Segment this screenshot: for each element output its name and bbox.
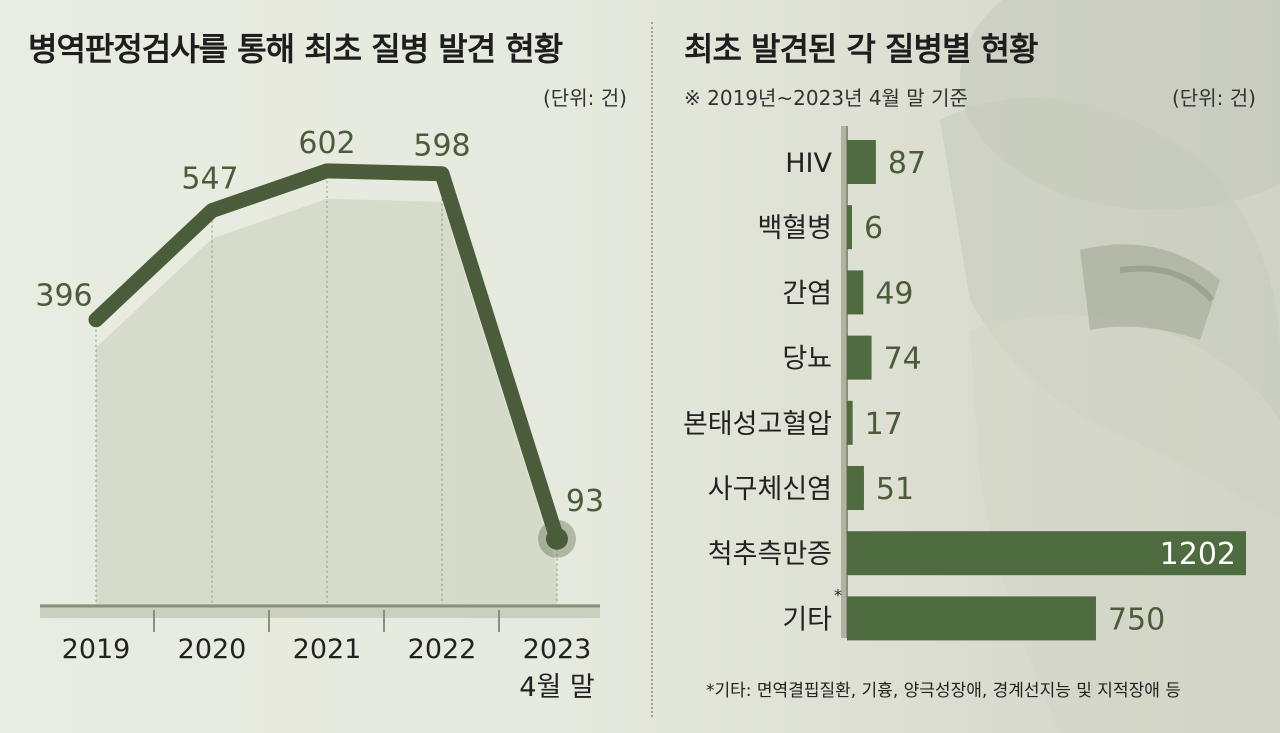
left-panel: 병역판정검사를 통해 최초 질병 발견 현황 (단위: 건) 396 547 602… — [28, 30, 627, 703]
data-label-2022: 598 — [413, 129, 470, 164]
series-line — [88, 163, 565, 547]
bar-chart-note: ※ 2019년~2023년 4월 말 기준 — [684, 86, 968, 110]
bar-chart-title: 최초 발견된 각 질병별 현황 — [684, 30, 1038, 68]
x-label-2022: 2022 — [408, 634, 477, 665]
x-label-2020: 2020 — [178, 634, 247, 665]
right-panel: 최초 발견된 각 질병별 현황 ※ 2019년~2023년 4월 말 기준 (단… — [660, 0, 1280, 733]
bar-chart-footnote: *기타: 면역결핍질환, 기흉, 양극성장애, 경계선지능 및 지적장애 등 — [706, 681, 1181, 701]
x-label-2023: 2023 — [523, 634, 592, 665]
data-label-2023: 93 — [566, 484, 604, 519]
bar-chart-unit: (단위: 건) — [1172, 86, 1256, 110]
x-label-2019: 2019 — [62, 634, 131, 665]
data-label-2019: 396 — [35, 279, 92, 314]
line-chart: 396 547 602 598 93 2019 2020 2021 2022 2023 4월 말 — [35, 126, 604, 703]
data-label-2020: 547 — [181, 162, 238, 197]
line-chart-title: 병역판정검사를 통해 최초 질병 발견 현황 — [28, 30, 563, 68]
panel-divider — [651, 22, 653, 717]
data-label-2021: 602 — [298, 126, 355, 161]
point-marker-2023 — [546, 527, 568, 550]
line-chart-unit: (단위: 건) — [543, 86, 627, 110]
x-label-2021: 2021 — [293, 634, 362, 665]
x-sublabel-2023: 4월 말 — [519, 672, 594, 703]
